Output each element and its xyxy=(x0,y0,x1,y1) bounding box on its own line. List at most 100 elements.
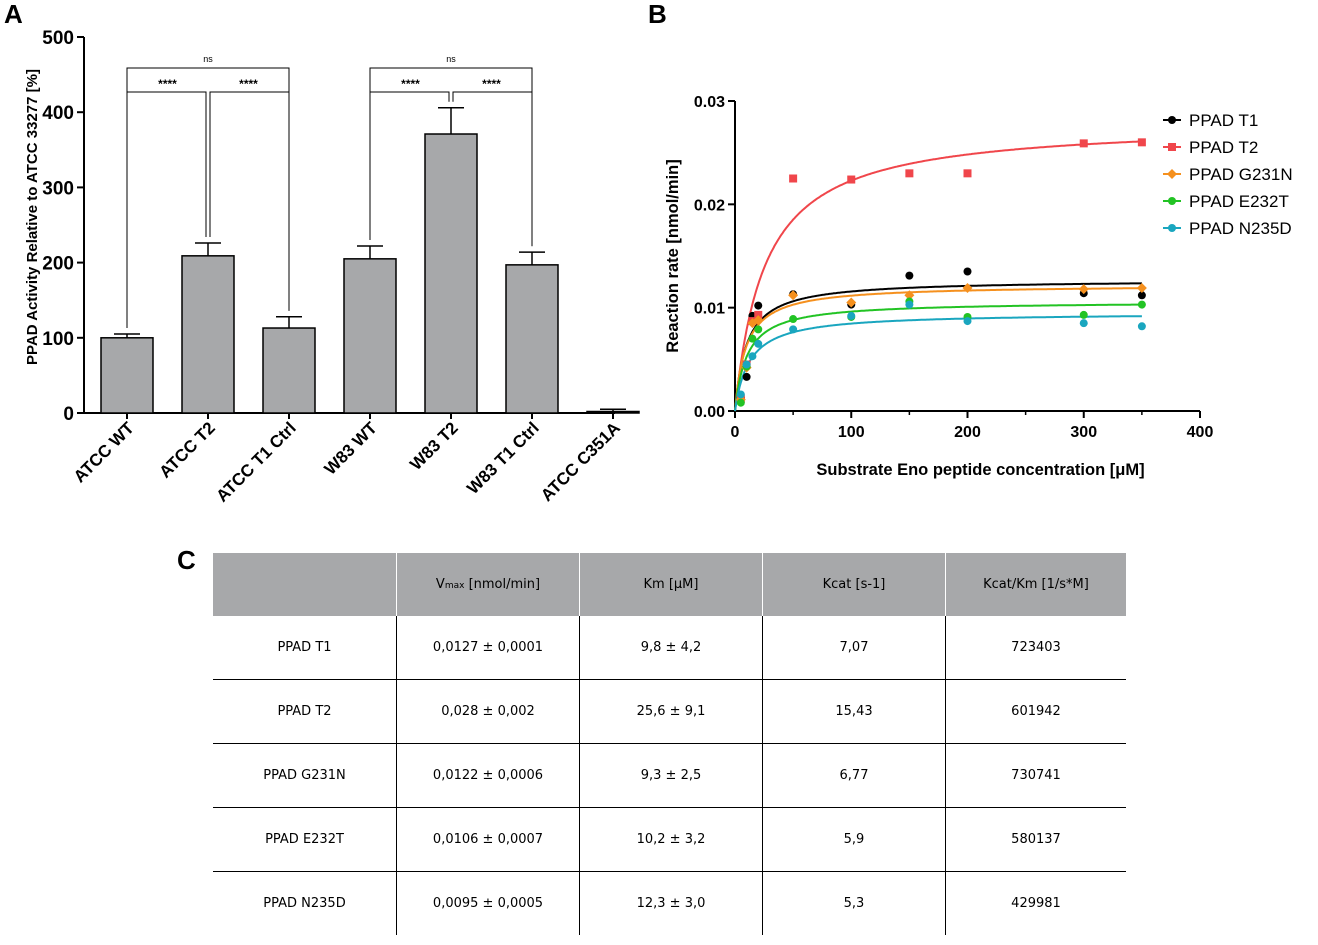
header-vmax: Vmax [nmol/min] xyxy=(396,553,580,616)
cell: 0,0106 ± 0,0007 xyxy=(396,807,580,872)
cell: 25,6 ± 9,1 xyxy=(579,679,763,744)
significance-label: **** xyxy=(239,77,258,91)
cell: 0,0127 ± 0,0001 xyxy=(396,616,580,680)
legend-marker xyxy=(1168,143,1176,151)
data-point xyxy=(847,311,856,320)
fit-curve xyxy=(734,303,1142,412)
y-tick-label: 0 xyxy=(63,404,74,425)
y-tick-label: 200 xyxy=(42,254,74,275)
cell: 0,0095 ± 0,0005 xyxy=(396,871,580,935)
cell: 730741 xyxy=(945,743,1126,808)
y-tick-label: 100 xyxy=(42,329,74,350)
data-point xyxy=(1137,322,1146,331)
cell: PPAD N235D xyxy=(263,896,346,911)
bar xyxy=(262,327,316,414)
data-point xyxy=(1137,291,1146,300)
data-point xyxy=(905,271,914,280)
significance-bracket xyxy=(209,91,290,311)
legend-marker xyxy=(1168,116,1176,124)
fit-curve xyxy=(734,282,1142,412)
data-point xyxy=(1078,284,1089,295)
data-point xyxy=(736,398,745,407)
bar xyxy=(505,264,559,414)
x-tick-label: 0 xyxy=(731,424,740,441)
x-tick-label: 400 xyxy=(1187,424,1214,441)
data-point xyxy=(754,325,763,334)
bar xyxy=(343,258,397,414)
bar xyxy=(424,133,478,414)
data-point xyxy=(1137,300,1146,309)
data-point xyxy=(963,317,972,326)
data-point xyxy=(1136,283,1147,294)
legend-marker xyxy=(1168,224,1176,232)
cell: 5,3 xyxy=(762,871,946,935)
data-point xyxy=(962,283,973,294)
cell: 0,028 ± 0,002 xyxy=(396,679,580,744)
header-vmax-unit: [nmol/min] xyxy=(464,577,541,592)
data-point xyxy=(963,169,972,178)
header-kcat-km: Kcat/Km [1/s*M] xyxy=(945,553,1126,616)
table-header-row: Vmax [nmol/min] Km [µM] Kcat [s-1] Kcat/… xyxy=(213,553,1126,616)
table-row: PPAD N235D 0,0095 ± 0,0005 12,3 ± 3,0 5,… xyxy=(213,871,1126,935)
legend-label: PPAD G231N xyxy=(1189,165,1293,184)
panel-label-a: A xyxy=(4,0,23,29)
cell: 10,2 ± 3,2 xyxy=(579,807,763,872)
y-tick-label: 0.02 xyxy=(694,197,725,214)
data-point xyxy=(736,390,745,399)
data-point xyxy=(789,174,798,183)
y-tick-label: 500 xyxy=(42,28,74,49)
data-point xyxy=(753,315,764,326)
significance-label: ns xyxy=(203,54,213,64)
y-tick-label: 0.00 xyxy=(694,404,725,421)
data-point xyxy=(789,325,798,334)
significance-bracket xyxy=(452,91,533,247)
y-tick-label: 0.01 xyxy=(694,301,725,318)
kinetics-table: Vmax [nmol/min] Km [µM] Kcat [s-1] Kcat/… xyxy=(213,553,1126,935)
significance-bracket xyxy=(369,91,450,241)
data-point xyxy=(1079,139,1088,148)
data-point xyxy=(1137,138,1146,147)
cell: PPAD T1 xyxy=(213,616,397,680)
bar xyxy=(181,255,235,414)
legend-label: PPAD N235D xyxy=(1189,219,1292,238)
fit-curve xyxy=(734,140,1142,412)
y-tick-label: 400 xyxy=(42,103,74,124)
cell: 7,07 xyxy=(762,616,946,680)
legend-label: PPAD T2 xyxy=(1189,138,1258,157)
cell: 9,8 ± 4,2 xyxy=(579,616,763,680)
data-point xyxy=(788,290,799,301)
cell: 12,3 ± 3,0 xyxy=(579,871,763,935)
data-point xyxy=(754,301,763,310)
cell: 6,77 xyxy=(762,743,946,808)
data-point xyxy=(846,297,857,308)
table-row: PPAD T2 0,028 ± 0,002 25,6 ± 9,1 15,43 6… xyxy=(213,679,1126,744)
data-point xyxy=(905,300,914,309)
significance-label: **** xyxy=(482,77,501,91)
cell: 601942 xyxy=(945,679,1126,744)
x-tick-label: ATCC C351A xyxy=(537,418,624,505)
panel-label-c: C xyxy=(177,545,196,575)
x-tick-label: 200 xyxy=(954,424,981,441)
data-point xyxy=(754,310,763,319)
panel-label-b: B xyxy=(648,0,667,29)
header-kcat: Kcat [s-1] xyxy=(762,553,946,616)
x-tick-label: W83 T1 Ctrl xyxy=(463,418,543,498)
cell: PPAD E232T xyxy=(213,807,397,872)
data-point xyxy=(742,360,751,369)
data-point xyxy=(904,290,915,301)
legend-marker xyxy=(1168,197,1176,205)
x-tick-label: ATCC T2 xyxy=(156,418,219,481)
data-point xyxy=(742,372,751,381)
cell: PPAD T2 xyxy=(213,679,397,744)
significance-label: ns xyxy=(446,54,456,64)
header-name xyxy=(213,553,397,616)
table-row: PPAD E232T 0,0106 ± 0,0007 10,2 ± 3,2 5,… xyxy=(213,807,1126,872)
table-row: PPAD G231N 0,0122 ± 0,0006 9,3 ± 2,5 6,7… xyxy=(213,743,1126,808)
header-km: Km [µM] xyxy=(579,553,763,616)
data-point xyxy=(789,315,798,324)
cell: 580137 xyxy=(945,807,1126,872)
significance-label: **** xyxy=(158,77,177,91)
fit-curve xyxy=(734,287,1142,412)
cell: 9,3 ± 2,5 xyxy=(579,743,763,808)
